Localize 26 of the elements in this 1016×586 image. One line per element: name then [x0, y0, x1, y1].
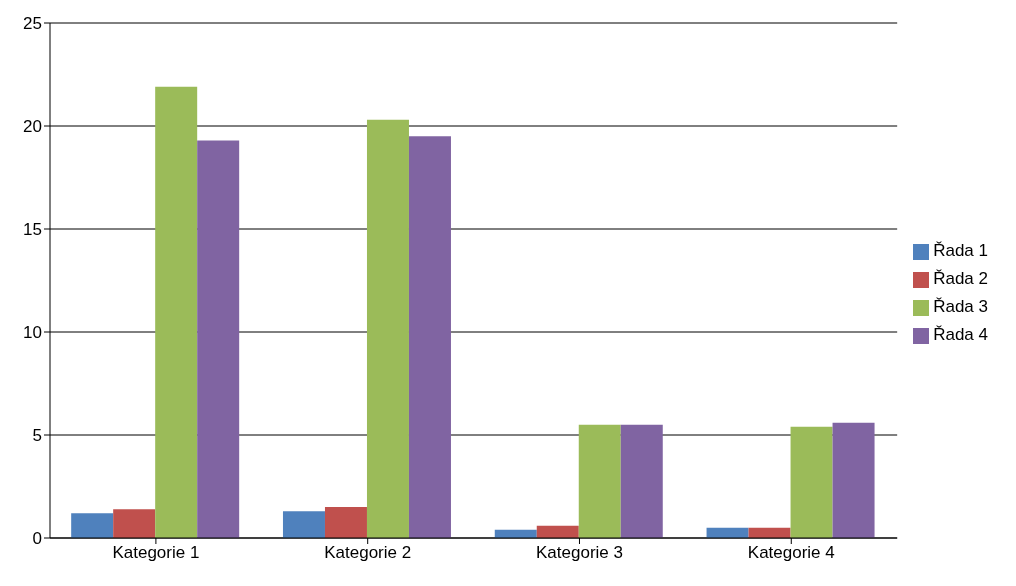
bar [324, 507, 367, 538]
bar [620, 424, 663, 538]
legend-label: Řada 4 [933, 325, 988, 344]
x-tick-label: Kategorie 2 [324, 543, 412, 563]
x-tick-label: Kategorie 4 [747, 543, 835, 563]
bar [113, 509, 156, 538]
y-tick-label: 0 [32, 529, 42, 549]
bar [408, 136, 451, 538]
legend-label: Řada 1 [933, 241, 988, 260]
y-tick-label: 10 [23, 323, 42, 343]
bar [790, 426, 833, 538]
y-tick-label: 25 [23, 14, 42, 34]
bar [366, 119, 409, 538]
y-tick-label: 15 [23, 220, 42, 240]
y-tick-label: 5 [32, 426, 42, 446]
legend-label: Řada 3 [933, 297, 988, 316]
bar [71, 513, 114, 538]
legend-label: Řada 2 [933, 269, 988, 288]
bar [282, 511, 325, 538]
bar [832, 422, 875, 538]
y-tick-label: 20 [23, 117, 42, 137]
bar [578, 424, 621, 538]
bar [197, 140, 240, 538]
bar [155, 86, 198, 538]
x-tick-label: Kategorie 3 [536, 543, 623, 563]
x-tick-label: Kategorie 1 [112, 543, 200, 563]
